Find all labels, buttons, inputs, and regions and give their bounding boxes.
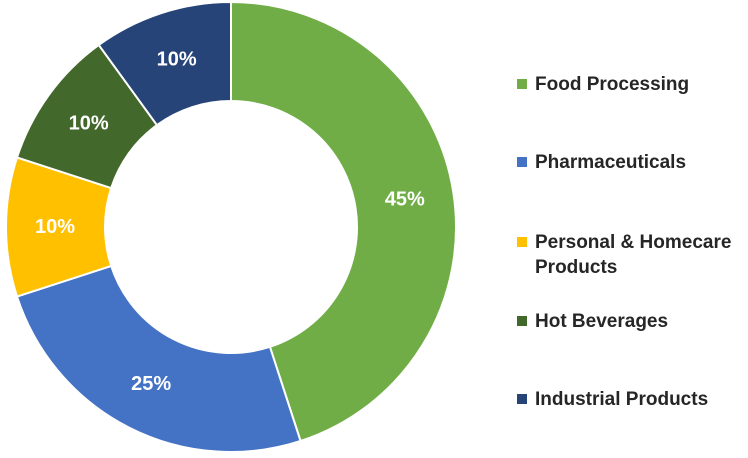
donut-slice-industrial-products [97,0,232,127]
legend-item-food-processing: Food Processing [517,72,740,97]
legend-label-personal-homecare: Personal & Homecare Products [535,232,732,278]
legend-item-hot-beverages: Hot Beverages [517,309,740,334]
data-label-pharmaceuticals: 25% [131,373,171,395]
legend-label-hot-beverages: Hot Beverages [535,311,669,332]
data-label-hot-beverages: 10% [69,113,109,135]
legend-swatch-industrial-products [517,394,527,404]
legend-swatch-personal-homecare [517,237,527,247]
data-label-food-processing: 45% [385,188,425,210]
donut-slice-food-processing [230,0,457,443]
legend-item-personal-homecare: Personal & Homecare Products [517,230,740,280]
legend-label-pharmaceuticals: Pharmaceuticals [535,152,687,173]
donut-slice-pharmaceuticals [15,264,302,453]
legend-swatch-hot-beverages [517,316,527,326]
legend-item-pharmaceuticals: Pharmaceuticals [517,150,740,175]
legend-item-industrial-products: Industrial Products [517,387,740,412]
legend-label-industrial-products: Industrial Products [535,389,709,410]
chart-legend: Food Processing Pharmaceuticals Personal… [517,0,748,458]
legend-swatch-food-processing [517,79,527,89]
data-label-personal-homecare-products: 10% [35,216,75,238]
legend-swatch-pharmaceuticals [517,157,527,167]
legend-label-food-processing: Food Processing [535,74,690,95]
data-label-industrial-products: 10% [157,49,197,71]
